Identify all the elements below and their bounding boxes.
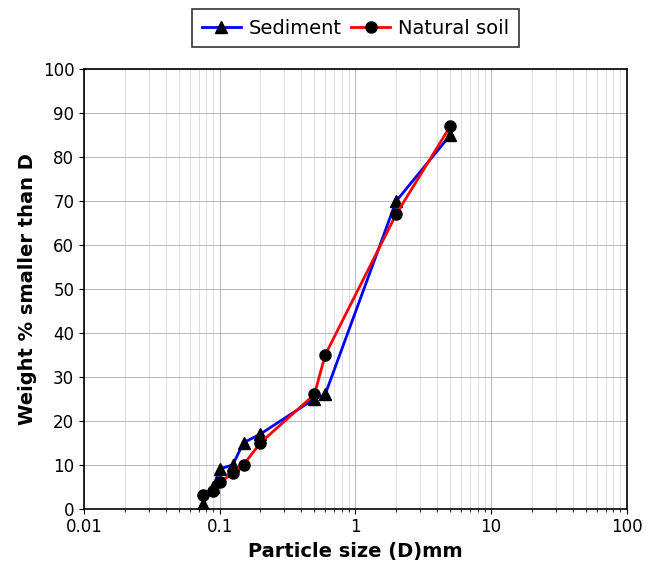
X-axis label: Particle size (D)mm: Particle size (D)mm (248, 542, 463, 561)
Natural soil (311, 391, 318, 398)
Line: Sediment: Sediment (197, 129, 455, 510)
Y-axis label: Weight % smaller than D: Weight % smaller than D (18, 153, 37, 425)
Sediment (240, 439, 247, 446)
Sediment (321, 391, 329, 398)
Natural soil (209, 488, 217, 495)
Sediment (311, 395, 318, 402)
Natural soil (256, 439, 264, 446)
Sediment (256, 431, 264, 438)
Legend: Sediment, Natural soil: Sediment, Natural soil (192, 9, 519, 47)
Sediment (392, 198, 400, 205)
Sediment (209, 483, 217, 490)
Sediment (446, 132, 454, 139)
Line: Natural soil: Natural soil (197, 121, 455, 501)
Natural soil (392, 211, 400, 218)
Sediment (216, 466, 224, 473)
Sediment (199, 501, 207, 507)
Natural soil (240, 461, 247, 468)
Natural soil (446, 123, 454, 130)
Natural soil (321, 351, 329, 358)
Natural soil (199, 492, 207, 499)
Natural soil (229, 470, 236, 477)
Natural soil (216, 479, 224, 486)
Sediment (229, 461, 236, 468)
